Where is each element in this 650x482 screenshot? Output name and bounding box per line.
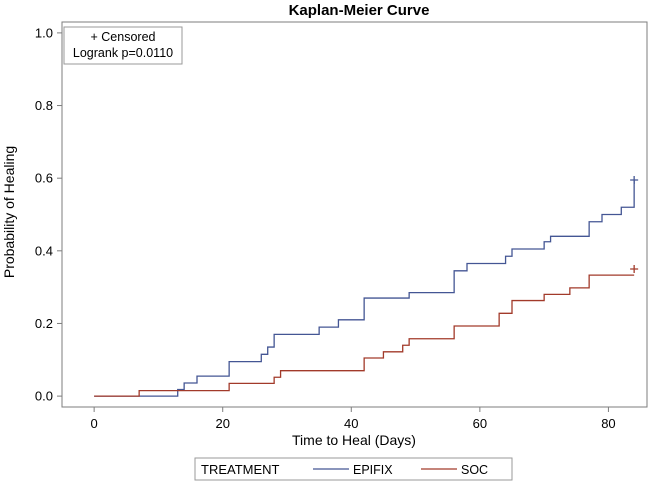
legend-title: TREATMENT [201,462,280,477]
x-tick-label: 0 [91,416,98,431]
inset-censored-text: + Censored [91,30,156,44]
x-tick-label: 80 [601,416,615,431]
km-line-soc [94,274,635,397]
y-tick-label: 0.2 [35,316,53,331]
x-tick-label: 20 [215,416,229,431]
y-tick-label: 0.4 [35,243,53,258]
x-tick-label: 40 [344,416,358,431]
legend-label-soc: SOC [461,463,488,477]
censor-mark-epifix [630,175,639,184]
inset-frame [63,26,183,65]
x-axis: 0 20 40 60 80 [91,407,616,431]
y-axis: 0.0 0.2 0.4 0.6 0.8 1.0 [35,25,62,404]
legend: TREATMENT EPIFIX SOC [194,457,513,481]
y-tick-label: 0.0 [35,389,53,404]
y-tick-label: 0.8 [35,98,53,113]
y-tick-label: 0.6 [35,171,53,186]
legend-label-epifix: EPIFIX [353,463,393,477]
plot-frame [61,21,648,408]
km-line-epifix [94,179,635,397]
x-axis-label: Time to Heal (Days) [292,432,416,448]
inset-logrank-text: Logrank p=0.0110 [73,46,173,60]
y-tick-label: 1.0 [35,25,53,40]
inset-box: + Censored Logrank p=0.0110 [63,26,183,65]
chart-title: Kaplan-Meier Curve [289,2,430,19]
series-layer [94,175,639,397]
legend-frame [194,457,513,481]
x-tick-label: 60 [473,416,487,431]
censor-mark-soc [630,264,639,273]
y-axis-label: Probability of Healing [1,146,17,278]
